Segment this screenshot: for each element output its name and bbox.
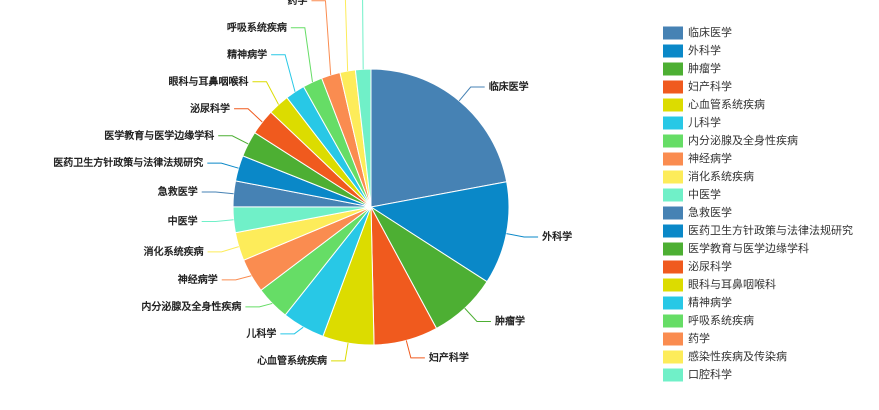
legend-label: 眼科与耳鼻咽喉科 — [688, 277, 776, 291]
legend-label: 外科学 — [688, 43, 721, 57]
legend-swatch — [663, 80, 683, 94]
slice-label: 眼科与耳鼻咽喉科 — [168, 75, 248, 88]
slice-label: 医学教育与医学边缘学科 — [104, 129, 214, 142]
legend-label: 精神病学 — [688, 295, 732, 309]
legend-swatch — [663, 134, 683, 148]
legend-swatch — [663, 152, 683, 166]
slice-label: 儿科学 — [245, 327, 276, 340]
legend-swatch — [663, 242, 683, 256]
label-line — [207, 246, 239, 253]
label-line — [201, 219, 234, 222]
slice-label: 泌尿科学 — [190, 102, 230, 115]
legend-label: 感染性疾病及传染病 — [688, 349, 787, 363]
label-line — [207, 162, 239, 169]
slice-label: 肿瘤学 — [495, 314, 525, 327]
legend-label: 儿科学 — [688, 115, 721, 129]
legend-label: 消化系统疾病 — [688, 169, 754, 183]
legend-label: 急救医学 — [688, 205, 732, 219]
label-line — [201, 191, 234, 195]
legend-label: 口腔科学 — [688, 367, 732, 381]
legend-label: 内分泌腺及全身性疾病 — [688, 133, 798, 147]
label-line — [464, 307, 491, 322]
slice-label: 医药卫生方针政策与法律法规研究 — [53, 156, 203, 169]
slice-label: 消化系统疾病 — [144, 245, 204, 258]
label-line — [218, 135, 249, 145]
legend-swatch — [663, 224, 683, 238]
label-line — [458, 86, 485, 102]
legend-swatch — [663, 188, 683, 202]
legend-swatch — [663, 62, 683, 76]
label-line — [344, 0, 349, 72]
label-line — [506, 233, 539, 238]
slice-label: 神经病学 — [178, 273, 218, 286]
legend-swatch — [663, 116, 683, 130]
label-line — [280, 326, 304, 335]
slice-label: 药学 — [287, 0, 307, 7]
legend-swatch — [663, 350, 683, 364]
legend-swatch — [663, 170, 683, 184]
label-line — [271, 54, 296, 92]
label-line — [245, 302, 273, 308]
legend-swatch — [663, 296, 683, 310]
slice-label: 妇产科学 — [428, 351, 469, 364]
legend-swatch — [663, 278, 683, 292]
label-line — [311, 0, 332, 76]
legend-label: 神经病学 — [688, 151, 732, 165]
legend-label: 泌尿科学 — [688, 259, 732, 273]
label-line — [290, 27, 313, 83]
legend-label: 肿瘤学 — [688, 61, 721, 75]
slice-label: 急救医学 — [158, 185, 198, 198]
slice-label: 呼吸系统疾病 — [227, 21, 287, 34]
legend-swatch — [663, 206, 683, 220]
slice-label: 内分泌腺及全身性疾病 — [141, 300, 241, 313]
legend-swatch — [663, 314, 683, 328]
label-line — [221, 275, 252, 281]
legend-label: 心血管系统疾病 — [688, 97, 765, 111]
legend-swatch — [663, 332, 683, 346]
slice-label: 中医学 — [168, 214, 198, 227]
slice-label: 心血管系统疾病 — [257, 354, 327, 367]
label-line — [234, 108, 263, 123]
label-line — [405, 340, 425, 359]
pie-slice — [369, 181, 510, 283]
legend-label: 医药卫生方针政策与法律法规研究 — [688, 223, 853, 237]
slice-label: 临床医学 — [489, 80, 529, 93]
label-line — [362, 0, 364, 70]
legend-label: 医学教育与医学边缘学科 — [688, 241, 809, 255]
legend-swatch — [663, 260, 683, 274]
legend-label: 呼吸系统疾病 — [688, 313, 754, 327]
legend-label: 中医学 — [688, 187, 721, 201]
legend-label: 临床医学 — [688, 25, 732, 39]
legend-label: 妇产科学 — [688, 79, 732, 93]
slice-label: 精神病学 — [227, 48, 267, 61]
label-line — [252, 81, 279, 105]
legend-label: 药学 — [688, 331, 710, 345]
slice-label: 外科学 — [541, 230, 572, 243]
legend-swatch — [663, 44, 683, 58]
legend-swatch — [663, 98, 683, 112]
legend-swatch — [663, 26, 683, 40]
legend-swatch — [663, 368, 683, 382]
label-line — [331, 342, 349, 362]
